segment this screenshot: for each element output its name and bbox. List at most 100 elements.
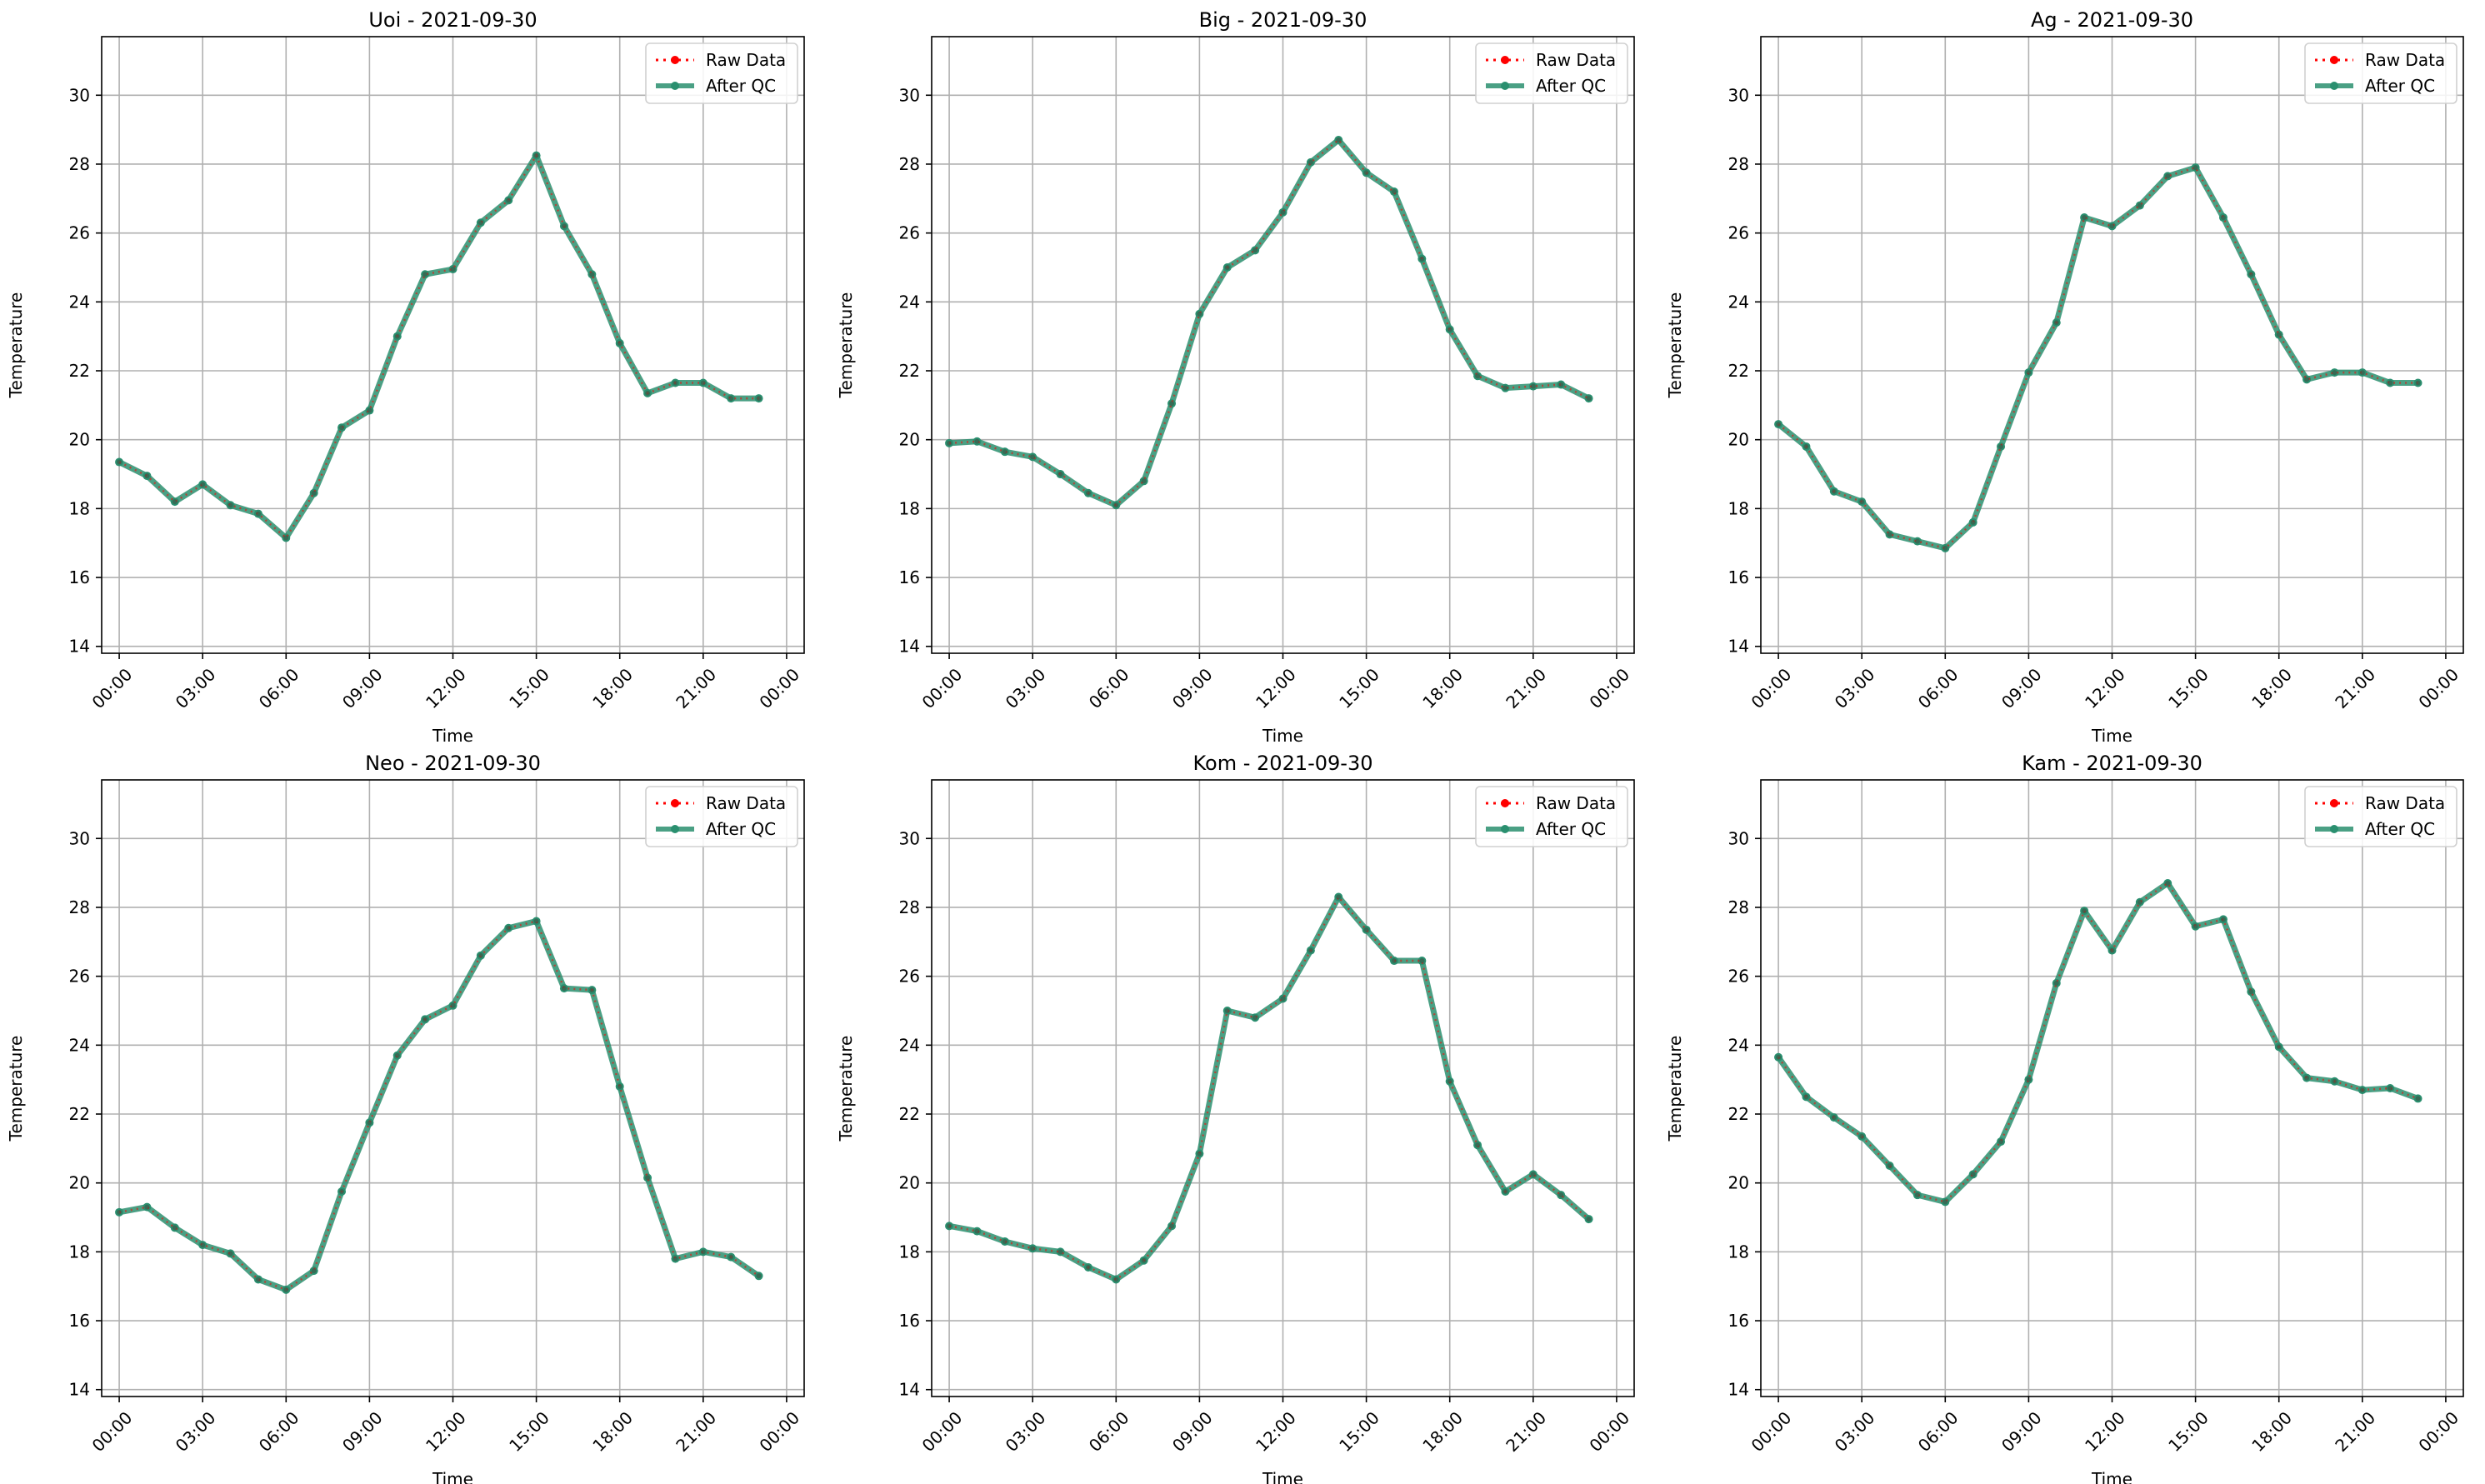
data-point-raw — [1085, 1264, 1091, 1270]
legend-marker-raw — [1501, 56, 1509, 64]
legend-marker-raw — [671, 799, 679, 807]
y-tick-label: 22 — [1728, 361, 1749, 381]
data-point-raw — [1586, 1217, 1592, 1222]
data-point-raw — [228, 1251, 233, 1257]
y-tick-label: 18 — [69, 498, 90, 518]
chart-title: Big - 2021-09-30 — [1199, 8, 1368, 32]
series-line-raw — [118, 920, 760, 1292]
x-tick-label: 00:00 — [88, 1407, 137, 1456]
data-point-raw — [2415, 380, 2421, 386]
y-tick-label: 18 — [1728, 498, 1749, 518]
y-tick-label: 22 — [69, 361, 90, 381]
y-tick-label: 22 — [899, 1104, 920, 1124]
data-point-raw — [2332, 1078, 2338, 1084]
data-point-raw — [422, 272, 428, 277]
x-tick-label: 18:00 — [1418, 664, 1467, 712]
data-point-raw — [2165, 173, 2171, 179]
legend: Raw Data After QC — [2304, 42, 2458, 104]
x-tick-label: 18:00 — [2248, 664, 2296, 712]
data-point-raw — [1502, 1189, 1508, 1195]
data-point-raw — [645, 1175, 651, 1181]
x-tick-label: 15:00 — [2164, 1407, 2212, 1456]
x-tick-label: 12:00 — [1252, 1407, 1300, 1456]
data-point-raw — [672, 1256, 678, 1262]
series-line-raw — [1778, 882, 2418, 1203]
series-line-after-qc — [948, 137, 1591, 508]
x-tick-label: 09:00 — [338, 664, 387, 712]
data-point-raw — [974, 1228, 980, 1234]
x-tick-label: 21:00 — [1502, 664, 1550, 712]
legend-marker-raw — [2330, 799, 2338, 807]
data-point-raw — [172, 1225, 178, 1231]
y-tick-label: 18 — [899, 1242, 920, 1262]
data-point-raw — [1030, 1246, 1036, 1252]
x-tick-label: 09:00 — [338, 1407, 387, 1456]
y-tick-label: 26 — [1728, 967, 1749, 987]
x-tick-label: 00:00 — [2414, 1407, 2462, 1456]
x-tick-label: 03:00 — [1002, 1407, 1050, 1456]
data-point-raw — [2276, 332, 2282, 337]
x-tick-label: 15:00 — [1335, 1407, 1383, 1456]
data-point-raw — [200, 482, 206, 487]
data-point-raw — [200, 1242, 206, 1248]
chart-panel: 14 16 18 20 22 24 26 28 30 00:00 03:00 06:00 09:00 12… — [1665, 752, 2464, 1484]
x-tick-label: 03:00 — [1002, 664, 1050, 712]
legend-label-after-qc: After QC — [706, 76, 776, 96]
data-point-raw — [1831, 1115, 1837, 1121]
legend-label-after-qc: After QC — [2365, 76, 2435, 96]
data-point-raw — [1776, 1054, 1782, 1060]
y-tick-label: 16 — [899, 567, 920, 587]
data-point-raw — [2137, 202, 2142, 208]
data-point-raw — [2109, 947, 2115, 953]
legend-label-after-qc: After QC — [706, 819, 776, 839]
x-tick-label: 06:00 — [1914, 664, 1962, 712]
data-point-raw — [339, 1189, 345, 1195]
data-point-raw — [1169, 401, 1175, 407]
legend-label-raw: Raw Data — [706, 793, 786, 813]
legend-marker-after-qc — [671, 825, 679, 833]
data-point-raw — [172, 499, 178, 505]
data-point-raw — [1308, 159, 1313, 165]
series-line-raw — [1778, 166, 2418, 550]
data-point-raw — [2192, 165, 2198, 171]
chart-panel: 14 16 18 20 22 24 26 28 30 00:00 03:00 06:00 09:00 12… — [6, 8, 805, 746]
data-point-raw — [617, 1083, 622, 1089]
data-point-raw — [1776, 422, 1782, 427]
data-point-raw — [645, 390, 651, 396]
x-tick-label: 06:00 — [1085, 664, 1133, 712]
y-tick-label: 28 — [1728, 154, 1749, 174]
legend: Raw Data After QC — [2304, 786, 2458, 847]
data-point-raw — [1224, 1007, 1230, 1013]
legend-marker-after-qc — [1501, 82, 1509, 90]
y-tick-label: 30 — [1728, 828, 1749, 848]
data-point-raw — [1336, 137, 1342, 143]
data-point-raw — [1113, 502, 1119, 508]
x-axis-label: Time — [432, 726, 473, 746]
y-tick-label: 20 — [1728, 1173, 1749, 1193]
y-tick-label: 30 — [69, 85, 90, 105]
data-point-raw — [506, 197, 512, 203]
x-tick-label: 00:00 — [2414, 664, 2462, 712]
y-tick-label: 18 — [69, 1242, 90, 1262]
y-tick-label: 24 — [899, 1035, 920, 1055]
y-tick-label: 14 — [899, 637, 920, 657]
data-point-raw — [1363, 927, 1369, 932]
data-point-raw — [117, 1209, 122, 1215]
data-point-raw — [1558, 382, 1564, 387]
x-tick-label: 09:00 — [1998, 1407, 2046, 1456]
data-point-raw — [728, 396, 734, 402]
x-tick-label: 06:00 — [1085, 1407, 1133, 1456]
data-point-raw — [2026, 370, 2032, 376]
data-point-raw — [228, 502, 233, 508]
data-point-raw — [1169, 1223, 1175, 1229]
data-point-raw — [589, 272, 595, 277]
data-point-raw — [2388, 380, 2393, 386]
y-tick-label: 30 — [1728, 85, 1749, 105]
x-tick-label: 00:00 — [1585, 1407, 1633, 1456]
legend-label-after-qc: After QC — [2365, 819, 2435, 839]
data-point-raw — [728, 1254, 734, 1260]
data-point-raw — [1197, 1151, 1202, 1157]
data-point-raw — [700, 1249, 706, 1255]
data-point-raw — [1419, 958, 1425, 964]
y-tick-label: 16 — [69, 1311, 90, 1331]
